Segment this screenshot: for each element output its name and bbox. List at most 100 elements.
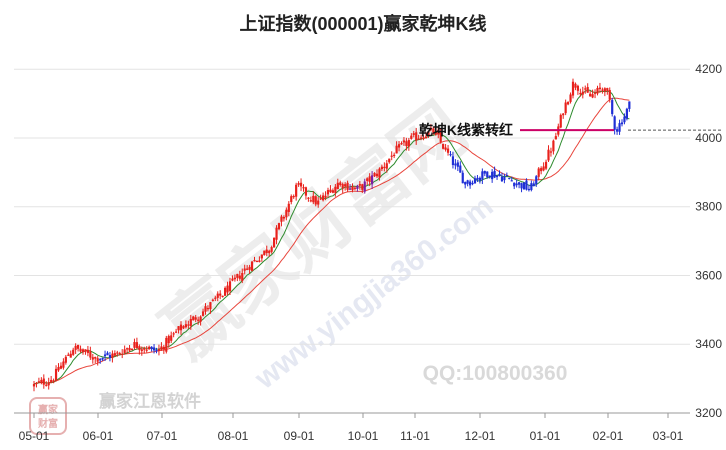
candle-body <box>69 353 72 358</box>
candle <box>322 192 325 202</box>
candle-body <box>79 348 82 352</box>
candle <box>206 305 210 312</box>
candle-body <box>459 165 462 173</box>
candle-body <box>165 337 168 352</box>
candle <box>439 128 442 144</box>
candle <box>45 381 48 387</box>
candle <box>508 177 511 180</box>
candle-body <box>282 217 285 219</box>
candle <box>214 295 217 301</box>
candle <box>495 175 499 180</box>
candle <box>69 350 72 358</box>
candle-body <box>353 187 357 189</box>
candle <box>446 145 450 156</box>
candle-body <box>194 317 197 320</box>
annotation-layer: 乾坤K线紫转红 <box>419 122 722 138</box>
candle-body <box>383 166 386 169</box>
candle <box>420 134 423 141</box>
candle-body <box>101 357 104 360</box>
candle-body <box>589 93 592 97</box>
candle <box>304 186 308 200</box>
watermark-software: 赢家江恩软件 <box>99 391 201 411</box>
candle <box>584 85 587 94</box>
candle-body <box>113 353 116 356</box>
candle <box>231 275 234 282</box>
candle <box>201 308 205 317</box>
candle-body <box>270 247 273 252</box>
candle-body <box>331 190 334 193</box>
candle-body <box>420 137 423 139</box>
candle <box>99 357 102 364</box>
candle-body <box>182 326 185 329</box>
candle <box>326 187 330 198</box>
candle <box>42 374 45 389</box>
candle <box>133 338 136 350</box>
candle-body <box>260 254 263 259</box>
candle <box>135 337 138 350</box>
candle <box>165 335 168 354</box>
candle-body <box>611 100 614 115</box>
watermark-logo-bottom: 财富 <box>37 417 58 430</box>
candle <box>108 351 112 362</box>
candle-body <box>219 293 222 296</box>
candle-body <box>576 85 579 91</box>
candle-body <box>287 203 290 212</box>
candle <box>383 162 386 172</box>
candle-body <box>37 381 40 383</box>
candle <box>542 162 545 172</box>
candle-body <box>201 311 205 316</box>
candle <box>226 281 229 296</box>
candle <box>224 286 227 296</box>
candle <box>491 169 494 183</box>
candle <box>351 183 354 193</box>
candle-body <box>505 175 508 177</box>
candle <box>520 182 523 193</box>
candle <box>488 175 491 179</box>
candle-body <box>152 347 156 351</box>
candle <box>581 86 584 99</box>
candle-body <box>285 209 288 218</box>
candle-body <box>47 382 50 386</box>
candle <box>47 377 50 390</box>
candle <box>530 180 533 192</box>
candle-body <box>89 351 92 358</box>
candle-body <box>562 113 565 116</box>
x-tick-label-08-01: 08-01 <box>218 429 249 443</box>
candle-body <box>204 306 207 312</box>
candle <box>74 343 77 354</box>
candle-body <box>140 349 143 352</box>
candle-body <box>402 140 406 143</box>
candle <box>334 184 337 197</box>
candle <box>77 344 80 352</box>
candle-body <box>226 285 229 293</box>
candle-body <box>243 268 246 271</box>
candle <box>148 345 151 350</box>
candle-body <box>601 89 604 91</box>
candle <box>59 362 63 370</box>
candle-body <box>103 354 107 357</box>
candle-body <box>143 348 146 350</box>
candle <box>451 151 455 169</box>
candle <box>380 164 383 172</box>
candle <box>295 182 298 201</box>
candle <box>562 112 565 119</box>
candle <box>336 178 339 190</box>
candle <box>540 166 543 175</box>
axis-layer: 3200 3400 3600 3800 4000 4200 05-01 06-01 07-01 0… <box>14 62 722 443</box>
candle <box>189 314 192 330</box>
candle-body <box>393 154 396 157</box>
candle <box>432 126 435 135</box>
candle <box>221 295 224 298</box>
candle-body <box>361 184 364 190</box>
candle <box>270 245 273 254</box>
candle-body <box>363 181 366 192</box>
candle <box>167 334 170 348</box>
candle-body <box>241 273 244 281</box>
candle-body <box>544 161 548 169</box>
candle <box>576 84 579 95</box>
candle <box>522 182 526 190</box>
candle <box>299 178 303 192</box>
candle <box>613 115 616 135</box>
candle <box>152 344 156 354</box>
candle-body <box>108 355 112 359</box>
